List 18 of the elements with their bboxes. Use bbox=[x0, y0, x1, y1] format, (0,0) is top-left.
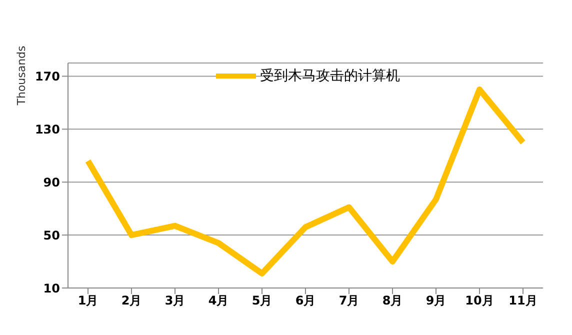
x-tick-label: 10月 bbox=[465, 294, 494, 308]
y-tick-label: 130 bbox=[34, 122, 60, 136]
x-tick-label: 5月 bbox=[252, 294, 272, 308]
y-tick-label: 10 bbox=[43, 281, 60, 296]
x-tick-label: 4月 bbox=[208, 294, 229, 308]
x-tick-label: 8月 bbox=[382, 294, 403, 308]
y-tick-label: 90 bbox=[43, 175, 60, 190]
x-tick-label: 9月 bbox=[426, 294, 446, 308]
legend-label: 受到木马攻击的计算机 bbox=[260, 68, 400, 84]
x-tick-label: 6月 bbox=[295, 294, 316, 308]
y-tick-label: 50 bbox=[43, 228, 60, 242]
x-tick-label: 3月 bbox=[164, 294, 186, 308]
y-tick-label: 170 bbox=[34, 69, 60, 84]
x-tick-label: 2月 bbox=[121, 294, 142, 308]
x-tick-label: 7月 bbox=[338, 294, 360, 308]
x-tick-label: 11月 bbox=[508, 294, 538, 308]
x-tick-label: 1月 bbox=[78, 294, 98, 308]
y-axis-title: Thousands bbox=[14, 45, 28, 106]
